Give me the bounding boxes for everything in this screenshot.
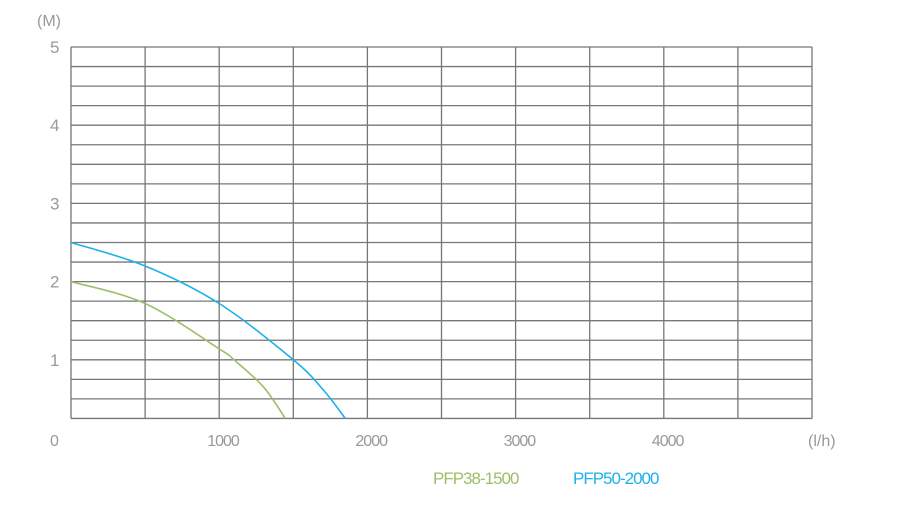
series-line <box>70 280 286 419</box>
legend-entry: PFP38-1500 <box>433 469 519 488</box>
legend: PFP38-1500 PFP50-2000 <box>433 469 660 488</box>
x-tick-label: 2000 <box>355 433 388 450</box>
y-tick-label: 2 <box>50 273 59 292</box>
x-tick-label: 0 <box>50 433 59 450</box>
x-tick-label: 1000 <box>207 433 240 450</box>
y-axis-label: (M) <box>37 13 61 30</box>
y-tick-label: 4 <box>50 116 59 135</box>
legend-entry: PFP50-2000 <box>573 469 659 488</box>
axis-labels: (M) (l/h) <box>37 13 836 450</box>
ticks: 1 2 3 4 5 0 1000 2000 3000 4000 <box>50 38 685 450</box>
series-line <box>70 241 346 419</box>
x-tick-label: 4000 <box>652 433 685 450</box>
y-tick-label: 1 <box>50 351 59 370</box>
grid <box>70 46 813 420</box>
x-tick-label: 3000 <box>504 433 537 450</box>
y-tick-label: 3 <box>50 194 59 213</box>
y-tick-label: 5 <box>50 38 59 57</box>
x-axis-label: (l/h) <box>808 433 836 450</box>
curves <box>70 241 346 419</box>
